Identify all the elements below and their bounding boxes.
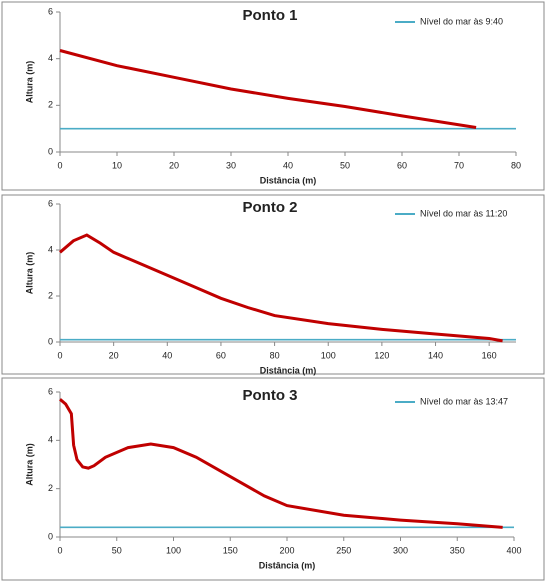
x-axis-label: Distância (m)	[260, 365, 317, 375]
y-axis-label: Altura (m)	[24, 443, 34, 486]
legend-label: Nível do mar às 11:20	[420, 208, 507, 218]
panel-frame	[1, 194, 545, 375]
x-tick-label: 20	[169, 160, 179, 170]
y-tick-label: 0	[48, 146, 53, 156]
x-axis-label: Distância (m)	[260, 175, 317, 185]
y-tick-label: 4	[48, 435, 53, 445]
x-tick-label: 50	[340, 160, 350, 170]
legend-label: Nível do mar às 13:47	[420, 396, 508, 406]
x-tick-label: 100	[166, 545, 181, 555]
x-tick-label: 150	[223, 545, 238, 555]
x-tick-label: 50	[112, 545, 122, 555]
series-line	[59, 398, 503, 529]
x-tick-label: 300	[393, 545, 408, 555]
x-tick-label: 350	[450, 545, 465, 555]
x-tick-label: 70	[454, 160, 464, 170]
chart-title: Ponto 2	[243, 199, 298, 216]
x-tick-label: 0	[57, 350, 62, 360]
legend-label: Nível do mar às 9:40	[420, 16, 503, 26]
x-tick-label: 40	[283, 160, 293, 170]
x-tick-label: 160	[482, 350, 497, 360]
x-tick-label: 250	[336, 545, 351, 555]
x-tick-label: 60	[216, 350, 226, 360]
y-tick-label: 2	[48, 483, 53, 493]
x-tick-label: 120	[374, 350, 389, 360]
y-axis-label: Altura (m)	[24, 61, 34, 104]
series-line	[59, 49, 477, 129]
y-tick-label: 0	[48, 336, 53, 346]
y-tick-label: 6	[48, 6, 53, 16]
x-tick-label: 0	[57, 545, 62, 555]
x-tick-label: 80	[270, 350, 280, 360]
x-axis-label: Distância (m)	[259, 560, 316, 570]
y-tick-label: 6	[48, 386, 53, 396]
x-tick-label: 140	[428, 350, 443, 360]
y-tick-label: 2	[48, 290, 53, 300]
panel-frame	[1, 1, 545, 191]
x-tick-label: 60	[397, 160, 407, 170]
x-tick-label: 100	[321, 350, 336, 360]
chart-title: Ponto 1	[243, 7, 298, 24]
x-tick-label: 30	[226, 160, 236, 170]
y-axis-label: Altura (m)	[24, 252, 34, 295]
x-tick-label: 20	[109, 350, 119, 360]
chart-title: Ponto 3	[243, 387, 298, 404]
x-tick-label: 0	[57, 160, 62, 170]
y-tick-label: 4	[48, 53, 53, 63]
x-tick-label: 400	[506, 545, 521, 555]
y-tick-label: 2	[48, 100, 53, 110]
x-tick-label: 10	[112, 160, 122, 170]
y-tick-label: 4	[48, 244, 53, 254]
y-tick-label: 6	[48, 198, 53, 208]
x-tick-label: 200	[279, 545, 294, 555]
y-tick-label: 0	[48, 531, 53, 541]
x-tick-label: 40	[162, 350, 172, 360]
panel-frame	[1, 377, 545, 581]
series-line	[59, 233, 503, 343]
x-tick-label: 80	[511, 160, 521, 170]
